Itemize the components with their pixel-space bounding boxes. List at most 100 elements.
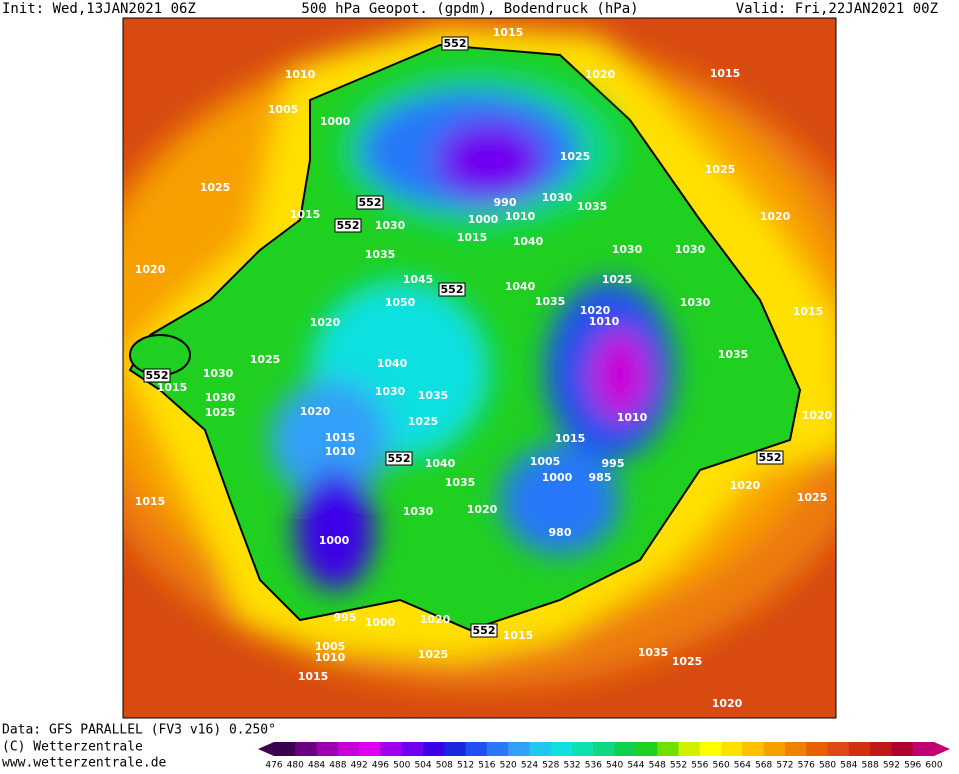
contour-label: 1000 (468, 213, 499, 226)
contour-label: 1025 (602, 273, 633, 286)
contour-label: 1030 (375, 219, 406, 232)
contour-label: 1030 (542, 191, 573, 204)
contour-label: 1040 (505, 280, 536, 293)
colorbar-swatch (678, 742, 701, 756)
contour-label: 552 (388, 452, 411, 465)
colorbar-label: 552 (670, 761, 687, 771)
contour-label: 1020 (135, 263, 166, 276)
colorbar-label: 600 (925, 761, 942, 771)
colorbar-label: 532 (563, 761, 580, 771)
contour-label: 1020 (580, 304, 611, 317)
height-label-box (470, 623, 498, 638)
contour-label: 1025 (408, 415, 439, 428)
contour-label: 1015 (325, 431, 356, 444)
colorbar-label: 520 (500, 761, 517, 771)
colorbar-swatch (359, 742, 381, 756)
colorbar-label: 560 (713, 761, 730, 771)
contour-label: 1015 (457, 231, 488, 244)
contour-label: 552 (441, 283, 464, 296)
colorbar-label: 548 (649, 761, 666, 771)
contour-label: 1035 (718, 348, 749, 361)
colorbar-label: 540 (606, 761, 623, 771)
map-field (123, 18, 836, 718)
contour-label: 1040 (513, 235, 544, 248)
colorbar-swatch (465, 742, 488, 756)
valid-time: Valid: Fri,22JAN2021 00Z (736, 1, 938, 17)
height-label-box (143, 368, 171, 383)
contour-label: 995 (602, 457, 625, 470)
contour-label: 1010 (325, 445, 356, 458)
colorbar-label: 488 (329, 761, 346, 771)
contour-label: 1010 (315, 651, 346, 664)
contour-label: 1035 (365, 248, 396, 261)
colorbar-label: 596 (904, 761, 921, 771)
colorbar-right-arrow (934, 742, 950, 756)
contour-label: 1015 (710, 67, 741, 80)
contour-label: 1020 (730, 479, 761, 492)
height-label-box (334, 218, 362, 233)
contour-label: 1020 (712, 697, 743, 710)
contour-label: 1015 (298, 670, 329, 683)
colorbar-label: 536 (585, 761, 602, 771)
contour-label: 1000 (319, 534, 350, 547)
contour-label: 1030 (612, 243, 643, 256)
colorbar-label: 592 (883, 761, 900, 771)
colorbar-swatch (763, 742, 786, 756)
colorbar-swatch (784, 742, 807, 756)
colorbar-label: 504 (414, 761, 431, 771)
data-source: Data: GFS PARALLEL (FV3 v16) 0.250° (2, 723, 276, 738)
contour-label: 1005 (315, 640, 346, 653)
contour-label: 1000 (542, 471, 573, 484)
colorbar-swatch (721, 742, 743, 756)
colorbar-label: 528 (542, 761, 559, 771)
contour-label: 1025 (205, 406, 236, 419)
height-label-box (356, 195, 384, 210)
contour-label: 1025 (560, 150, 591, 163)
colorbar-swatch (508, 742, 530, 756)
contour-label: 1005 (268, 103, 299, 116)
height-label-box (756, 450, 784, 465)
colorbar-label: 524 (521, 761, 538, 771)
colorbar-label: 512 (457, 761, 474, 771)
colorbar-label: 556 (691, 761, 708, 771)
colorbar-label: 508 (436, 761, 453, 771)
contour-label: 1025 (250, 353, 281, 366)
contour-label: 552 (359, 196, 382, 209)
colorbar-label: 544 (627, 761, 644, 771)
colorbar-swatch (870, 742, 892, 756)
contour-label: 1030 (403, 505, 434, 518)
contour-label: 1025 (705, 163, 736, 176)
contour-label: 1035 (577, 200, 608, 213)
contour-label: 1025 (418, 648, 449, 661)
contour-label: 1050 (385, 296, 416, 309)
contour-label: 1010 (285, 68, 316, 81)
colorbar-label: 476 (265, 761, 282, 771)
colorbar-swatch (572, 742, 594, 756)
contour-label: 1005 (530, 455, 561, 468)
contour-label: 995 (334, 611, 357, 624)
contour-label: 1035 (445, 476, 476, 489)
colorbar-label: 500 (393, 761, 410, 771)
contour-label: 990 (494, 196, 517, 209)
contour-label: 1035 (535, 295, 566, 308)
contour-label: 1020 (802, 409, 833, 422)
contour-label: 1025 (200, 181, 231, 194)
colorbar-swatch (444, 742, 467, 756)
colorbar-label: 572 (776, 761, 793, 771)
contour-label: 552 (146, 369, 169, 382)
contour-label: 1035 (638, 646, 669, 659)
contour-label: 1020 (300, 405, 331, 418)
colorbar-label: 576 (798, 761, 815, 771)
contour-label: 1000 (365, 616, 396, 629)
contour-label: 1020 (760, 210, 791, 223)
colorbar-swatch (806, 742, 829, 756)
colorbar-swatch (614, 742, 637, 756)
colorbar-swatch (699, 742, 722, 756)
contour-label: 552 (473, 624, 496, 637)
colorbar-label: 492 (351, 761, 368, 771)
colorbar-label: 496 (372, 761, 389, 771)
colorbar-swatch (635, 742, 658, 756)
contour-label: 1045 (403, 273, 434, 286)
colorbar-swatch (848, 742, 871, 756)
